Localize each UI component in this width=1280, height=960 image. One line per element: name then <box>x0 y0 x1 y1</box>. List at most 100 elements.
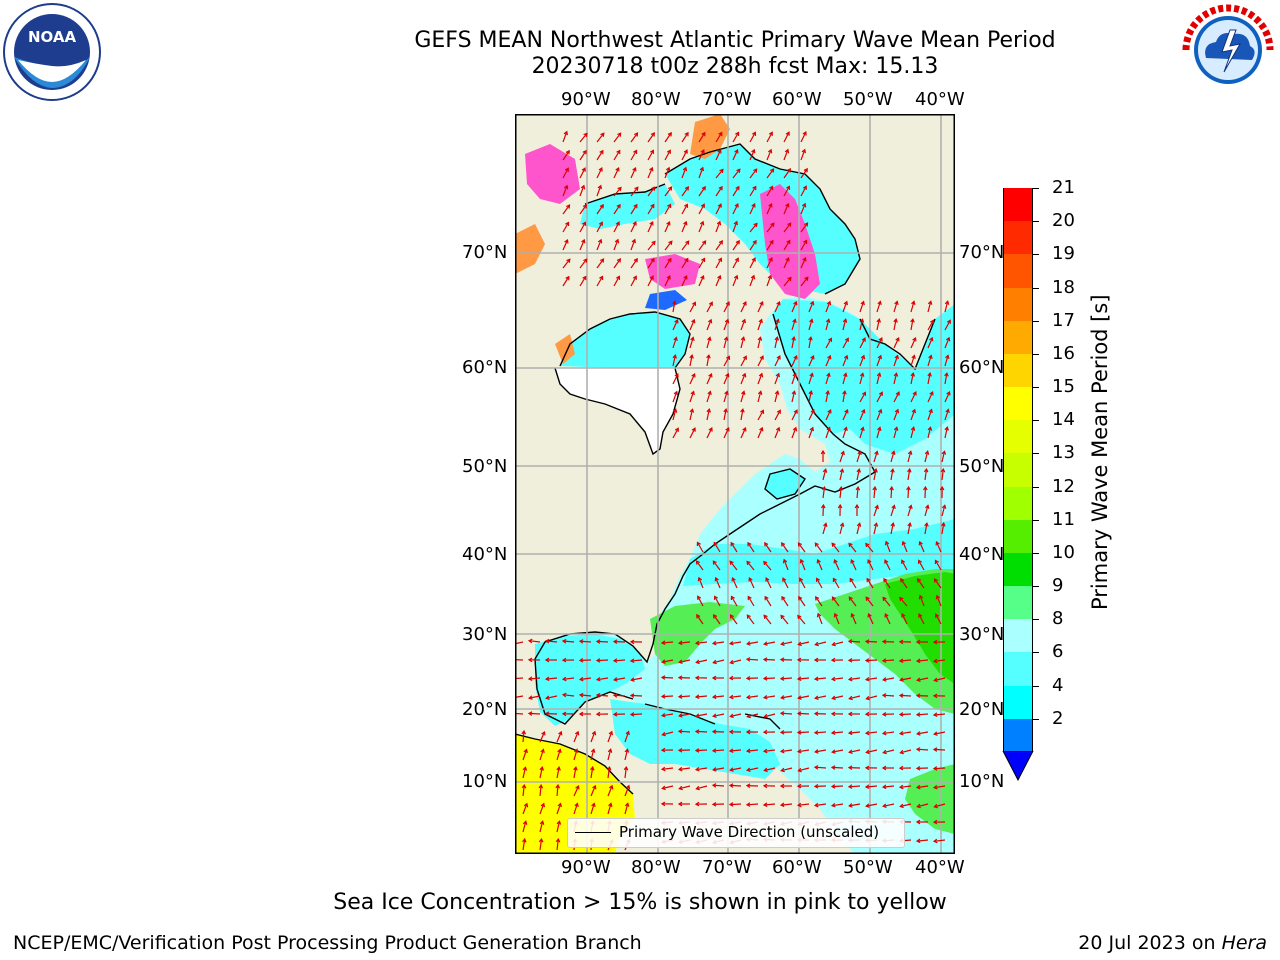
wave-direction-arrowhead <box>583 258 588 263</box>
wave-direction-arrow <box>590 785 596 797</box>
wave-direction-arrow <box>664 275 671 287</box>
wave-direction-arrowhead <box>893 318 898 323</box>
wave-direction-arrowhead <box>814 749 819 754</box>
wave-direction-arrowhead <box>578 692 584 698</box>
wave-direction-arrow <box>842 427 847 439</box>
wave-direction-arrowhead <box>813 802 819 808</box>
wave-direction-arrow <box>715 186 723 197</box>
wave-direction-arrow <box>893 337 900 349</box>
wave-direction-arrowhead <box>831 596 837 601</box>
colorbar-tick-mark <box>1033 519 1039 521</box>
wave-direction-arrow <box>766 275 772 287</box>
wave-direction-arrowhead <box>876 372 882 377</box>
wave-direction-arrowhead <box>708 427 713 432</box>
wave-direction-arrow <box>867 559 874 571</box>
wave-direction-arrowhead <box>810 409 815 414</box>
wave-direction-arrow <box>866 578 874 589</box>
wave-direction-arrowhead <box>940 467 946 473</box>
wave-direction-arrowhead <box>735 239 740 245</box>
wave-direction-arrowhead <box>862 391 867 396</box>
wave-direction-arrow <box>712 784 725 787</box>
wave-direction-arrow <box>681 275 688 287</box>
colorbar-tick-mark <box>1033 221 1039 223</box>
wave-direction-arrow <box>839 469 844 481</box>
lon-label-top: 40°W <box>915 89 965 110</box>
wave-direction-arrow <box>934 578 942 589</box>
wave-direction-arrow <box>764 749 776 752</box>
wave-direction-arrow <box>695 749 708 752</box>
wave-direction-arrow <box>783 222 792 233</box>
wave-direction-arrowhead <box>763 767 768 773</box>
wave-direction-arrowhead <box>599 275 604 281</box>
wave-direction-arrow <box>757 391 762 403</box>
wave-direction-arrow <box>848 596 857 607</box>
wave-direction-arrowhead <box>760 409 765 414</box>
wave-direction-arrowhead <box>867 559 872 564</box>
wave-direction-arrowhead <box>649 220 654 226</box>
wave-direction-arrowhead <box>541 730 546 736</box>
wave-direction-arrow <box>865 596 874 607</box>
wave-direction-arrow <box>522 821 527 833</box>
wave-direction-arrow <box>630 186 639 197</box>
wave-direction-arrowhead <box>728 675 734 681</box>
wave-direction-arrowhead <box>716 220 722 226</box>
wave-direction-arrow <box>842 338 849 349</box>
wave-direction-arrow <box>723 409 727 421</box>
wave-direction-arrow <box>749 257 756 269</box>
wave-direction-arrow <box>917 731 929 735</box>
sea-ice-orange <box>515 224 545 274</box>
wave-direction-arrowhead <box>802 256 807 262</box>
colorbar-segment <box>1004 188 1032 222</box>
wave-direction-arrow <box>781 749 793 753</box>
wave-direction-arrow <box>822 523 827 535</box>
wave-direction-arrowhead <box>774 390 780 395</box>
sea-ice-note: Sea Ice Concentration > 15% is shown in … <box>333 890 947 915</box>
wave-direction-arrowhead <box>753 222 758 227</box>
wave-direction-arrow <box>539 767 543 779</box>
wave-direction-arrowhead <box>539 766 544 771</box>
wave-direction-arrow <box>729 784 742 787</box>
wave-direction-arrowhead <box>615 166 620 172</box>
wave-direction-arrowhead <box>556 820 562 825</box>
wave-direction-arrow <box>766 132 773 143</box>
wave-direction-arrowhead <box>598 221 603 226</box>
wave-direction-arrow <box>884 613 891 625</box>
wave-direction-arrowhead <box>768 257 773 262</box>
wave-direction-arrow <box>715 577 721 589</box>
wave-direction-arrowhead <box>827 408 832 414</box>
wave-direction-arrowhead <box>751 257 756 262</box>
wave-direction-arrowhead <box>582 149 587 155</box>
wave-direction-arrow <box>522 785 525 797</box>
wave-direction-arrowhead <box>673 336 678 342</box>
wave-direction-arrow <box>867 613 874 625</box>
wave-direction-arrow <box>900 749 912 754</box>
wave-direction-arrow <box>730 542 738 553</box>
wave-direction-arrow <box>782 577 789 589</box>
wave-direction-arrowhead <box>850 558 855 564</box>
wave-direction-arrowhead <box>877 426 882 431</box>
wave-direction-arrowhead <box>696 613 701 619</box>
wave-direction-arrowhead <box>822 468 828 473</box>
wave-direction-arrow <box>907 469 911 481</box>
wave-direction-arrowhead <box>848 803 853 808</box>
wave-direction-arrowhead <box>759 426 764 432</box>
wave-direction-arrowhead <box>598 167 603 172</box>
wave-direction-arrow <box>689 355 693 367</box>
wave-direction-arrow <box>849 731 861 734</box>
wave-direction-arrow <box>747 641 759 645</box>
wave-direction-arrow <box>672 355 676 367</box>
wave-direction-arrow <box>944 373 948 385</box>
wave-direction-arrow <box>917 839 929 842</box>
chart-title-line1: GEFS MEAN Northwest Atlantic Primary Wav… <box>414 28 1056 53</box>
wave-direction-arrowhead <box>833 612 839 618</box>
wave-direction-arrow <box>749 240 757 251</box>
wave-direction-arrowhead <box>614 238 620 244</box>
wave-direction-arrowhead <box>808 390 813 395</box>
wave-direction-arrowhead <box>893 372 899 377</box>
wave-direction-arrow <box>933 713 946 716</box>
wave-direction-arrowhead <box>745 675 751 681</box>
wave-direction-arrowhead <box>581 167 586 172</box>
legend-label: Primary Wave Direction (unscaled) <box>619 823 880 841</box>
lat-label-right: 50°N <box>959 456 1005 477</box>
wave-direction-arrowhead <box>612 658 618 663</box>
